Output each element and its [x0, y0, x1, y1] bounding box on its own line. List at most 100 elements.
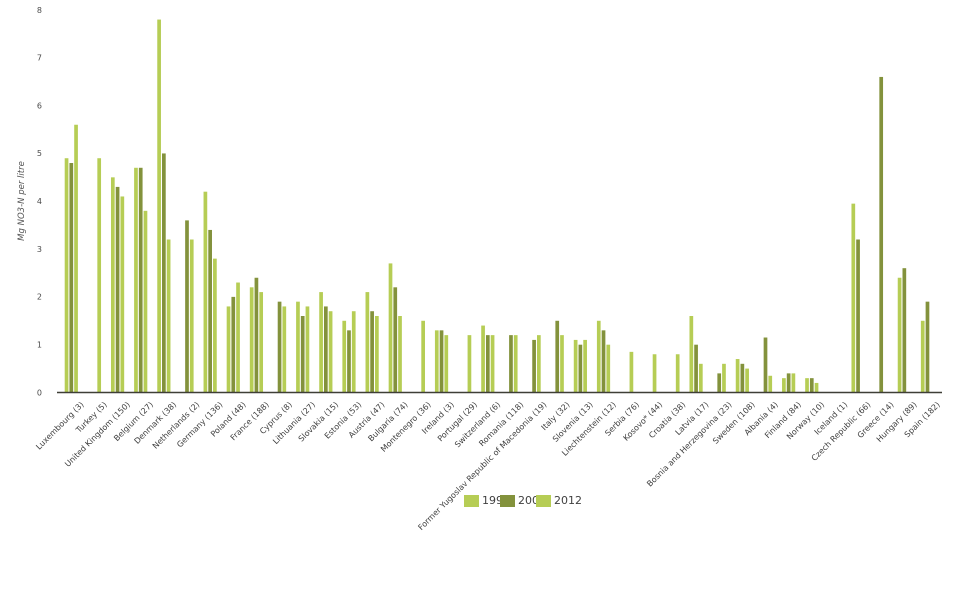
legend-swatch-2002: [500, 494, 515, 507]
bar-2002-Slovakia (15)[interactable]: [323, 306, 328, 393]
bar-1992-Spain (182)[interactable]: [920, 320, 925, 393]
bar-2002-Romania (118)[interactable]: [509, 335, 513, 393]
bar-2012-Portugal (29)[interactable]: [467, 335, 472, 393]
bar-1992-Denmark (38)[interactable]: [157, 19, 161, 393]
bar-2002-Lithuania (27)[interactable]: [300, 316, 305, 393]
bar-1992-Hungary (89)[interactable]: [897, 277, 902, 393]
bar-2002-Latvia (17)[interactable]: [694, 344, 698, 393]
bar-1992-Finland (84)[interactable]: [782, 378, 786, 393]
bar-1992-Estonia (53)[interactable]: [342, 320, 347, 393]
y-tick-label: 7: [37, 54, 42, 63]
chart-legend: 1992 2002 2012: [464, 494, 582, 507]
bar-1992-United Kingdom (150)[interactable]: [110, 177, 115, 393]
bar-2002-Cyprus (8)[interactable]: [277, 301, 282, 393]
bar-2012-Lithuania (27)[interactable]: [305, 306, 310, 393]
bar-2002-Norway (10)[interactable]: [809, 378, 814, 393]
y-tick-label: 8: [37, 6, 42, 15]
bar-2012-Belgium (27)[interactable]: [143, 210, 148, 393]
bar-2012-Netherlands (2)[interactable]: [189, 239, 194, 393]
bar-2002-Luxembourg (3)[interactable]: [69, 163, 74, 393]
bar-1992-Lithuania (27)[interactable]: [296, 301, 300, 393]
bar-2012-Austria (47)[interactable]: [375, 316, 379, 393]
bar-2012-Norway (10)[interactable]: [814, 382, 819, 393]
bar-2012-Romania (118)[interactable]: [513, 335, 518, 393]
bar-2012-Albania (4)[interactable]: [768, 375, 773, 393]
bar-2002-Germany (136)[interactable]: [208, 229, 212, 393]
bar-2012-Cyprus (8)[interactable]: [282, 306, 287, 393]
y-tick-label: 0: [37, 388, 42, 397]
bar-2012-Finland (84)[interactable]: [791, 373, 796, 393]
bar-1992-Belgium (27)[interactable]: [134, 167, 138, 393]
bar-2002-Hungary (89)[interactable]: [902, 268, 907, 393]
bar-1992-Slovenia (13)[interactable]: [573, 339, 578, 393]
legend-item-2012[interactable]: 2012: [536, 494, 582, 507]
bar-2012-Bosnia and Herzegovina (23)[interactable]: [722, 363, 726, 393]
bar-1992-Switzerland (6)[interactable]: [481, 325, 485, 393]
bar-1992-Luxembourg (3)[interactable]: [64, 158, 69, 393]
y-tick-label: 3: [37, 245, 42, 254]
legend-swatch-1992: [464, 494, 479, 507]
bar-2012-Slovenia (13)[interactable]: [583, 339, 587, 393]
bar-2012-Germany (136)[interactable]: [213, 258, 217, 393]
bar-2002-Greece (14)[interactable]: [879, 76, 884, 393]
bar-2002-Italy (32)[interactable]: [555, 320, 560, 393]
bar-1992-Slovakia (15)[interactable]: [319, 292, 323, 393]
y-axis-title: Mg NO3-N per litre: [17, 161, 27, 241]
bar-1992-Austria (47)[interactable]: [365, 292, 370, 393]
bar-2012-Sweden (108)[interactable]: [745, 368, 749, 393]
bar-2012-Montenegro (36)[interactable]: [421, 320, 425, 393]
bar-1992-Sweden (108)[interactable]: [735, 359, 740, 393]
bar-2012-Denmark (38)[interactable]: [166, 239, 171, 393]
bar-2012-Kosovo* (44)[interactable]: [652, 354, 657, 393]
y-tick-label: 5: [37, 149, 42, 158]
bar-2012-Serbia (76)[interactable]: [629, 351, 634, 393]
bar-1992-Norway (10)[interactable]: [805, 378, 809, 393]
bar-2012-Turkey (5)[interactable]: [97, 158, 102, 393]
bar-2012-Estonia (53)[interactable]: [351, 311, 356, 393]
bar-2002-Former Yugoslav Republic of Macedonia (19)[interactable]: [532, 339, 536, 393]
bar-2012-Poland (48)[interactable]: [236, 282, 240, 393]
bar-2012-Liechtenstein (12)[interactable]: [606, 344, 611, 393]
bar-2002-Finland (84)[interactable]: [786, 373, 791, 393]
bar-2012-United Kingdom (150)[interactable]: [120, 196, 125, 393]
bar-2012-France (188)[interactable]: [259, 292, 264, 393]
bar-2002-Czech Republic (66)[interactable]: [856, 239, 860, 393]
bar-2002-Liechtenstein (12)[interactable]: [601, 330, 606, 393]
bar-2012-Ireland (3)[interactable]: [444, 335, 449, 393]
bar-2012-Luxembourg (3)[interactable]: [74, 124, 78, 393]
bar-2012-Latvia (17)[interactable]: [698, 363, 703, 393]
bar-2012-Switzerland (6)[interactable]: [490, 335, 495, 393]
bar-2002-Bosnia and Herzegovina (23)[interactable]: [717, 373, 722, 393]
bar-2002-Spain (182)[interactable]: [925, 301, 930, 393]
bar-2002-Austria (47)[interactable]: [370, 311, 374, 393]
bar-2012-Italy (32)[interactable]: [560, 335, 564, 393]
bar-2012-Former Yugoslav Republic of Macedonia (19)[interactable]: [537, 335, 541, 393]
y-tick-label: 2: [37, 293, 42, 302]
y-tick-label: 4: [37, 197, 42, 206]
bar-1992-Liechtenstein (12)[interactable]: [596, 320, 601, 393]
bar-2002-Slovenia (13)[interactable]: [578, 344, 583, 393]
bar-1992-Bulgaria (74)[interactable]: [388, 263, 393, 393]
bar-1992-Czech Republic (66)[interactable]: [851, 203, 856, 393]
bar-1992-France (188)[interactable]: [249, 287, 254, 393]
bar-2012-Slovakia (15)[interactable]: [328, 311, 333, 393]
bar-2002-Estonia (53)[interactable]: [347, 330, 351, 393]
bar-1992-Poland (48)[interactable]: [226, 306, 231, 393]
bar-2002-Bulgaria (74)[interactable]: [393, 287, 398, 393]
bar-2002-United Kingdom (150)[interactable]: [115, 186, 120, 393]
bar-2002-Sweden (108)[interactable]: [740, 363, 745, 393]
bar-2002-France (188)[interactable]: [254, 277, 259, 393]
bar-2002-Poland (48)[interactable]: [231, 296, 236, 393]
bar-1992-Latvia (17)[interactable]: [689, 316, 694, 393]
bar-2012-Bulgaria (74)[interactable]: [398, 316, 402, 393]
bar-2002-Albania (4)[interactable]: [763, 337, 768, 393]
bar-1992-Germany (136)[interactable]: [203, 191, 208, 393]
bar-2002-Denmark (38)[interactable]: [162, 153, 166, 393]
bar-2002-Belgium (27)[interactable]: [138, 167, 143, 393]
bar-2002-Netherlands (2)[interactable]: [185, 220, 189, 393]
bar-2002-Ireland (3)[interactable]: [439, 330, 444, 393]
bar-2012-Croatia (38)[interactable]: [675, 354, 680, 393]
bar-2002-Switzerland (6)[interactable]: [485, 335, 490, 393]
bar-1992-Ireland (3)[interactable]: [434, 330, 439, 393]
